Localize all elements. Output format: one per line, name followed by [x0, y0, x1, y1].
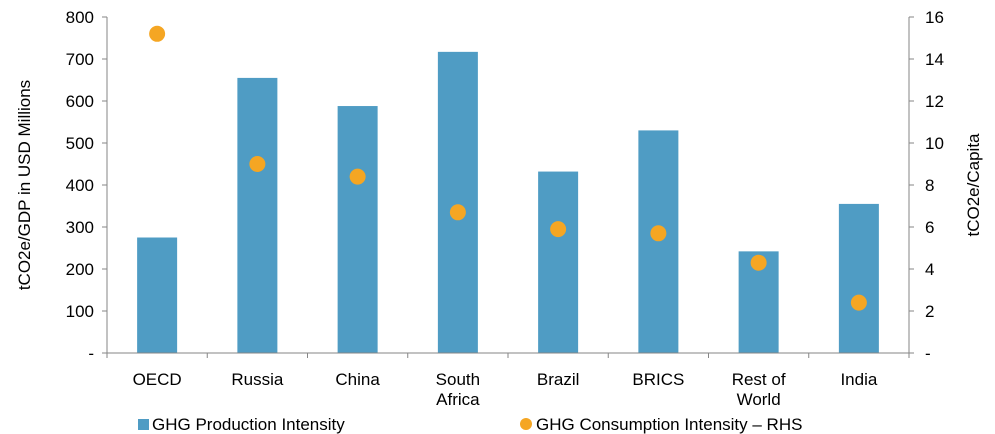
left-tick-label: 200 [66, 260, 94, 279]
labels-layer: - 100 200 300 400 500 600 700 800 - 2 4 6 8 10 12 14 16 OE… [15, 8, 983, 409]
left-tick-label: 600 [66, 92, 94, 111]
bar-3 [437, 51, 478, 354]
legend-swatch-dot [520, 418, 532, 430]
dots-layer [149, 25, 867, 311]
left-tick-label: 800 [66, 8, 94, 27]
category-label: Rest of World [732, 370, 786, 409]
bar-4 [538, 171, 579, 353]
bar-2 [337, 106, 378, 353]
category-label: BRICS [632, 370, 684, 389]
right-tick-label: 8 [925, 176, 934, 195]
category-label: India [840, 370, 877, 389]
bar-0 [137, 237, 178, 353]
bars-layer [137, 51, 879, 354]
right-tick-label: 6 [925, 218, 934, 237]
category-label: OECD [133, 370, 182, 389]
right-tick-label: - [925, 344, 931, 363]
left-tick-label: 300 [66, 218, 94, 237]
dot-4 [550, 221, 567, 238]
dot-7 [850, 294, 867, 311]
dot-3 [449, 204, 466, 221]
dot-2 [349, 168, 366, 185]
dot-1 [249, 156, 266, 172]
dot-6 [750, 254, 767, 271]
right-tick-label: 2 [925, 302, 934, 321]
right-tick-label: 16 [925, 8, 944, 27]
axes-layer [102, 16, 914, 358]
bar-5 [638, 130, 679, 353]
category-label: Russia [231, 370, 284, 389]
y-axis-left-title: tCO2e/GDP in USD Millions [15, 80, 34, 290]
category-label: Brazil [537, 370, 580, 389]
left-tick-label: 400 [66, 176, 94, 195]
right-tick-label: 12 [925, 92, 944, 111]
right-tick-label: 4 [925, 260, 934, 279]
bar-7 [838, 203, 879, 353]
legend-label-dot: GHG Consumption Intensity – RHS [536, 415, 802, 434]
category-label: China [335, 370, 380, 389]
category-label: South Africa [436, 370, 480, 409]
legend-label-bar: GHG Production Intensity [152, 415, 345, 434]
y-axis-right-title: tCO2e/Capita [964, 133, 983, 237]
left-tick-label: 100 [66, 302, 94, 321]
dot-5 [650, 225, 667, 242]
right-tick-label: 10 [925, 134, 944, 153]
right-tick-label: 14 [925, 50, 944, 69]
left-tick-label: - [88, 344, 94, 363]
left-tick-label: 700 [66, 50, 94, 69]
dot-0 [149, 25, 166, 42]
bar-1 [237, 77, 278, 354]
legend-swatch-bar [138, 419, 149, 430]
legend: GHG Production Intensity GHG Consumption … [138, 415, 802, 434]
left-tick-label: 500 [66, 134, 94, 153]
